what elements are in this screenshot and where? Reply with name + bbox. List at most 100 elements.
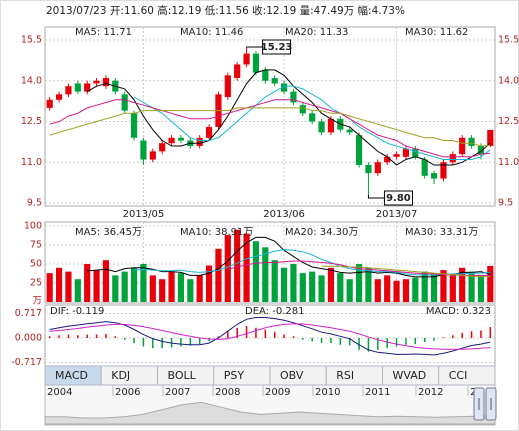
year-label: 2 [470, 387, 476, 398]
candle-body [477, 145, 485, 155]
overview-area [44, 401, 496, 425]
legend-entry: MA10: 38.91万 [180, 227, 253, 238]
ma-line [133, 85, 491, 160]
candle-body [130, 113, 138, 138]
y-tick-label-right: 15.5 [498, 35, 519, 46]
tab-button[interactable] [325, 365, 383, 386]
ma-line [134, 249, 491, 276]
tab[interactable]: RSI [325, 365, 383, 386]
y-tick-label-right: 12.5 [498, 116, 519, 127]
volume-bar [177, 273, 185, 302]
y-tick-label: 14.0 [21, 75, 42, 86]
volume-bar [440, 270, 447, 302]
tab-button[interactable] [438, 365, 496, 386]
chart-layer: 15.5 15.514.0 14.012.5 12.511.0 11.09.5 9.520… [11, 27, 519, 425]
candle-body [205, 126, 213, 138]
tab[interactable]: KDJ [100, 365, 158, 386]
tab[interactable]: BOLL [157, 365, 215, 386]
tab[interactable]: WVAD [382, 365, 440, 386]
legend-entry: MA30: 11.62 [405, 27, 468, 38]
candle-body [74, 83, 81, 92]
year-label: 2006 [115, 387, 140, 398]
y-tick-label: 0.000 [15, 333, 42, 344]
candle-body [327, 118, 335, 133]
legend-entry: MACD: 0.323 [426, 306, 491, 317]
y-tick-label: 75 [30, 240, 42, 251]
year-label: 2004 [47, 387, 72, 398]
legend-entry: MA30: 33.31万 [405, 227, 478, 238]
tab[interactable]: OBV [269, 365, 327, 386]
candle-body [93, 80, 100, 84]
volume-bar [252, 241, 260, 302]
tab[interactable]: PSY [213, 365, 271, 386]
volume-bar [280, 267, 288, 302]
y-tick-label: 12.5 [21, 116, 42, 127]
volume-bar [140, 264, 147, 302]
ma-line [49, 99, 491, 158]
volume-bar [449, 275, 456, 302]
candle-body [468, 137, 475, 146]
candle-body [84, 83, 91, 92]
volume-bar [168, 271, 175, 302]
volume-unit: 万 [32, 296, 42, 307]
price-panel [44, 26, 496, 207]
volume-bar [234, 229, 241, 302]
header-quote: 2013/07/23 开:11.60 高:12.19 低:11.56 收:12.… [46, 4, 405, 17]
candle-body [243, 53, 250, 65]
x-tick-label: 2013/07 [376, 209, 418, 220]
tab-label[interactable]: PSY [224, 369, 245, 382]
candle-body [412, 148, 419, 157]
volume-bar [130, 267, 138, 302]
y-tick-label: 0.717 [15, 308, 42, 319]
tab-label[interactable]: CCI [449, 369, 468, 382]
volume-bar [468, 271, 475, 302]
x-tick-label: 2013/05 [123, 209, 165, 220]
candle-body [402, 148, 410, 157]
candle-body [121, 94, 128, 111]
volume-bar [327, 267, 335, 302]
legend-entry: DEA: -0.281 [245, 306, 304, 317]
candle-body [159, 143, 166, 152]
legend-entry: MA5: 11.71 [75, 27, 132, 38]
volume-bar [271, 260, 278, 302]
legend-entry: MA20: 34.30万 [285, 227, 358, 238]
candle-body [355, 135, 363, 165]
y-tick-label: 15.5 [21, 35, 42, 46]
ma-line [49, 107, 491, 147]
tab-label[interactable]: BOLL [168, 369, 197, 382]
tab-label[interactable]: RSI [336, 369, 354, 382]
y-tick-label-right: 9.5 [498, 198, 513, 209]
candle-body [102, 78, 110, 87]
tab[interactable]: MACD [44, 365, 102, 386]
volume-bar [365, 267, 372, 302]
candle-body [55, 94, 63, 100]
volume-bar [309, 271, 316, 302]
candle-body [149, 151, 156, 160]
tab-label[interactable]: OBV [280, 369, 304, 382]
ma-line [87, 236, 491, 278]
y-tick-label: 25 [30, 278, 42, 289]
candle-body [280, 83, 288, 92]
candle-body [346, 129, 353, 133]
volume-bar [55, 267, 63, 302]
candle-body [318, 121, 325, 133]
candle-body [290, 91, 297, 103]
volume-bar [84, 264, 91, 302]
volume-bar [102, 260, 110, 302]
tab[interactable]: CCI [438, 365, 496, 386]
volume-bar [337, 273, 344, 302]
tab-label[interactable]: MACD [55, 369, 88, 382]
candle-body [393, 154, 400, 157]
tab-label[interactable]: WVAD [393, 369, 427, 382]
volume-bar [477, 275, 485, 302]
volume-bar [402, 279, 410, 302]
y-tick-label: 100 [24, 221, 42, 232]
candle-body [487, 129, 494, 146]
y-tick-label: 11.0 [21, 157, 42, 168]
tab-label[interactable]: KDJ [111, 369, 130, 382]
candle-body [384, 156, 391, 163]
candle-body [299, 105, 306, 114]
candle-body [46, 99, 53, 108]
candle-body [430, 173, 438, 179]
